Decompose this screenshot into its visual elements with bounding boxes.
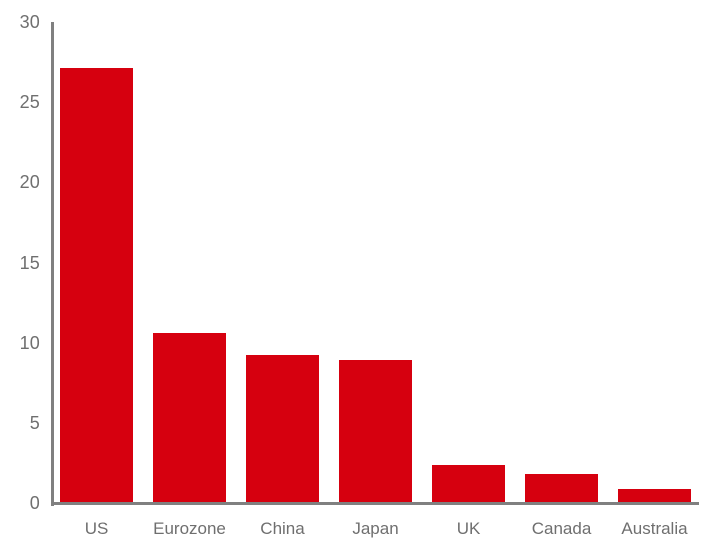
- y-axis-tick-label-0: 0: [29, 493, 40, 513]
- bar-uk: [432, 465, 505, 503]
- y-axis-line: [51, 22, 54, 506]
- y-axis-tick-label-15: 15: [19, 252, 40, 273]
- y-axis-tick-label-10: 10: [19, 332, 40, 353]
- bar-canada: [525, 474, 598, 503]
- x-axis-line: [51, 501, 699, 505]
- y-axis-tick-label-30: 30: [19, 12, 40, 32]
- x-axis-label-canada: Canada: [531, 519, 592, 538]
- x-axis-label-australia: Australia: [621, 519, 688, 538]
- bar-australia: [618, 489, 691, 503]
- x-axis-label-uk: UK: [456, 519, 481, 538]
- x-axis-label-eurozone: Eurozone: [153, 519, 226, 538]
- y-axis-tick-label-20: 20: [19, 172, 40, 193]
- bar-japan: [339, 360, 412, 503]
- x-axis-label-japan: Japan: [352, 519, 399, 538]
- bar-us: [60, 68, 133, 503]
- y-axis-tick-label-5: 5: [29, 412, 40, 433]
- bar-china: [246, 355, 319, 503]
- x-axis-label-china: China: [260, 519, 305, 538]
- y-axis-tick-label-25: 25: [19, 92, 40, 113]
- bar-eurozone: [153, 333, 226, 503]
- x-axis-label-us: US: [84, 519, 109, 538]
